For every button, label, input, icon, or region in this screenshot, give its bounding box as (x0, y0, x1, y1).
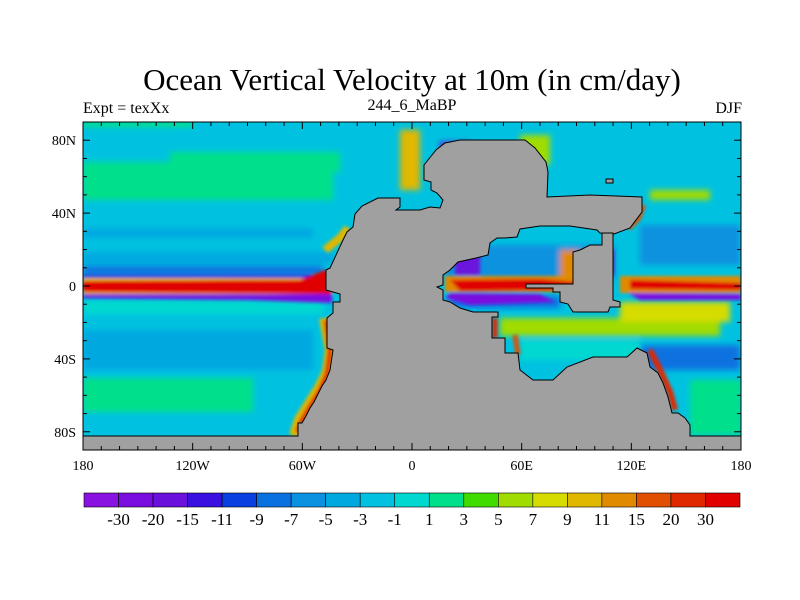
colorbar-box (256, 492, 292, 508)
colorbar-label: -20 (142, 510, 165, 529)
x-tick-label: 180 (731, 459, 752, 474)
colorbar-box (498, 492, 534, 508)
colorbar-box (705, 492, 741, 508)
colorbar-box (428, 492, 465, 508)
y-tick-label: 80N (52, 134, 76, 149)
chart-title: Ocean Vertical Velocity at 10m (in cm/da… (143, 62, 681, 97)
y-tick-label: 40N (52, 207, 76, 222)
colorbar-box (359, 492, 396, 508)
colorbar-label: 5 (494, 510, 503, 529)
season-label: DJF (715, 100, 742, 117)
x-tick-label: 180 (73, 459, 94, 474)
colorbar-box (290, 492, 326, 508)
colorbar-label: -15 (176, 510, 199, 529)
y-axis-labels: 80N 40N 0 40S 80S (52, 134, 76, 441)
colorbar-box (325, 492, 361, 508)
colorbar-label: -3 (353, 510, 367, 529)
velocity-field (83, 122, 741, 450)
colorbar-label: 15 (628, 510, 645, 529)
period-label: 244_6_MaBP (367, 97, 457, 114)
axis-ticks (82, 121, 742, 451)
land-mask (83, 139, 741, 450)
x-tick-label: 120W (176, 459, 211, 474)
y-tick-label: 40S (54, 353, 76, 368)
colorbar-label: -30 (107, 510, 130, 529)
x-tick-label: 0 (409, 459, 416, 474)
colorbar-box (221, 492, 257, 508)
x-tick-label: 60W (289, 459, 317, 474)
x-axis-labels: 180 120W 60W 0 60E 120E 180 (73, 459, 752, 474)
colorbar-box (152, 492, 188, 508)
colorbar-box (636, 492, 672, 508)
colorbar-box (601, 492, 637, 508)
colorbar-box (532, 492, 568, 508)
colorbar-box (670, 492, 706, 508)
colorbar-label: 7 (529, 510, 538, 529)
colorbar-label: 30 (697, 510, 714, 529)
colorbar: -30 -20 -15 -11 -9 -7 -5 -3 -1 1 3 5 7 9 11 15 20 30 (83, 492, 741, 529)
colorbar-box (118, 492, 154, 508)
colorbar-label: -11 (211, 510, 233, 529)
colorbar-label: 20 (662, 510, 679, 529)
colorbar-box (83, 492, 119, 508)
x-tick-label: 60E (510, 459, 533, 474)
y-tick-label: 0 (69, 280, 76, 295)
colorbar-box (394, 492, 430, 508)
colorbar-label: -9 (250, 510, 264, 529)
colorbar-label: 9 (563, 510, 572, 529)
y-tick-label: 80S (54, 426, 76, 441)
x-tick-label: 120E (617, 459, 647, 474)
colorbar-label: -7 (284, 510, 299, 529)
colorbar-box (463, 492, 499, 508)
experiment-label: Expt = texXx (83, 100, 170, 117)
colorbar-label: 3 (460, 510, 469, 529)
colorbar-label: -5 (319, 510, 333, 529)
colorbar-box (567, 492, 603, 508)
colorbar-label: 1 (425, 510, 434, 529)
colorbar-box (187, 492, 223, 508)
colorbar-label: 11 (594, 510, 610, 529)
colorbar-label: -1 (388, 510, 402, 529)
